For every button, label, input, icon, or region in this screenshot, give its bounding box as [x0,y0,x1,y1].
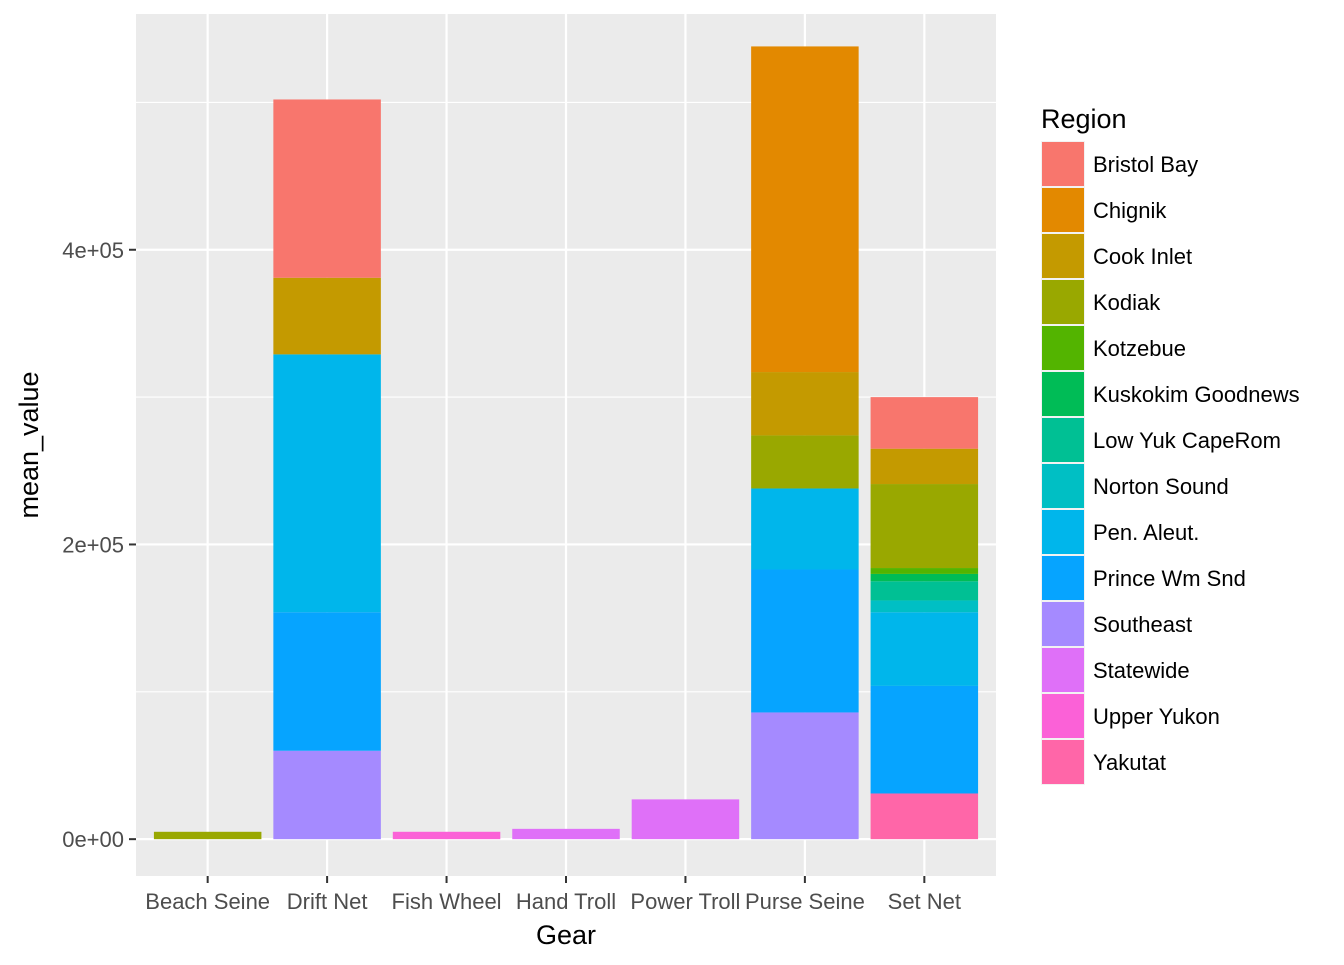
legend-swatch [1042,188,1084,232]
x-tick-label: Power Troll [630,889,740,914]
legend-label: Kodiak [1093,290,1161,315]
bar-segment [751,46,859,373]
x-axis-title: Gear [536,920,596,950]
bar-segment [273,99,381,278]
legend-label: Southeast [1093,612,1192,637]
legend-swatch [1042,510,1084,554]
legend-swatch [1042,142,1084,186]
x-tick-label: Purse Seine [745,889,865,914]
y-tick-label: 2e+05 [62,532,124,557]
legend-swatch [1042,326,1084,370]
bar-segment [392,831,501,840]
legend-swatch [1042,740,1084,784]
x-tick-label: Hand Troll [516,889,616,914]
x-tick-label: Drift Net [287,889,368,914]
bar-segment [870,581,979,601]
legend-title: Region [1041,104,1127,134]
legend-label: Chignik [1093,198,1167,223]
legend-swatch [1042,602,1084,646]
legend-swatch [1042,556,1084,600]
bar-segment [870,600,979,613]
bar-segment [273,612,381,751]
legend-swatch [1042,648,1084,692]
legend-swatch [1042,372,1084,416]
bar-segment [870,793,979,840]
bar-segment [273,354,381,613]
bar-segment [870,568,979,574]
bar-segment [870,484,979,569]
legend-label: Prince Wm Snd [1093,566,1246,591]
legend-label: Cook Inlet [1093,244,1192,269]
legend-label: Yakutat [1093,750,1166,775]
legend-swatch [1042,464,1084,508]
bar-segment [870,573,979,582]
x-tick-label: Beach Seine [145,889,270,914]
bar-segment [870,612,979,686]
bar-segment [512,828,620,840]
legend-label: Pen. Aleut. [1093,520,1199,545]
bar-segment [751,488,859,570]
bar-segment [751,372,859,436]
x-tick-label: Fish Wheel [392,889,502,914]
legend-swatch [1042,234,1084,278]
bar-segment [751,435,859,489]
legend-label: Bristol Bay [1093,152,1198,177]
x-tick-label: Set Net [888,889,961,914]
legend-label: Low Yuk CapeRom [1093,428,1281,453]
bar-segment [870,685,979,794]
bar-segment [631,799,740,840]
bar-segment [751,569,859,713]
legend-label: Statewide [1093,658,1190,683]
legend-swatch [1042,418,1084,462]
legend-label: Kotzebue [1093,336,1186,361]
y-tick-label: 4e+05 [62,238,124,263]
bar-segment [751,712,859,840]
legend-label: Norton Sound [1093,474,1229,499]
legend-swatch [1042,694,1084,738]
y-tick-label: 0e+00 [62,827,124,852]
bar-segment [273,277,381,355]
bar-segment [153,831,262,840]
y-axis-title: mean_value [14,371,44,518]
legend-label: Upper Yukon [1093,704,1220,729]
bar-segment [870,397,979,449]
legend-label: Kuskokim Goodnews [1093,382,1300,407]
bar-segment [273,750,381,840]
legend-swatch [1042,280,1084,324]
bar-segment [870,448,979,485]
